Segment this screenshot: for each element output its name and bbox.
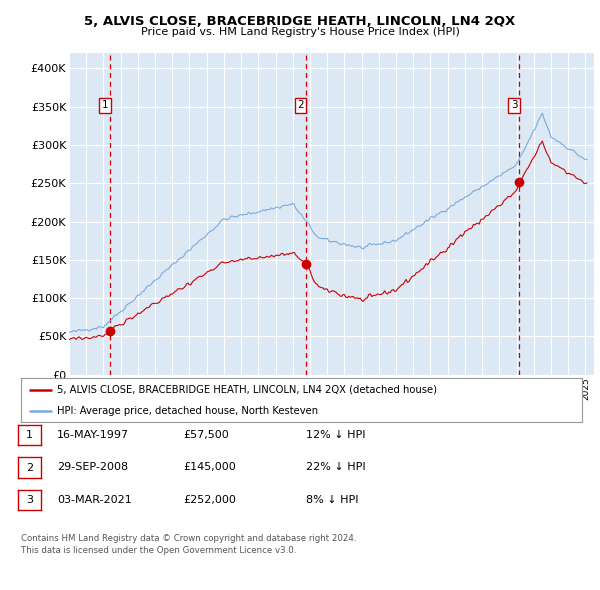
Text: 5, ALVIS CLOSE, BRACEBRIDGE HEATH, LINCOLN, LN4 2QX (detached house): 5, ALVIS CLOSE, BRACEBRIDGE HEATH, LINCO… <box>58 385 437 395</box>
Text: 2: 2 <box>26 463 33 473</box>
Text: £57,500: £57,500 <box>183 430 229 440</box>
Text: 03-MAR-2021: 03-MAR-2021 <box>57 495 132 504</box>
Text: 3: 3 <box>26 495 33 505</box>
Text: 22% ↓ HPI: 22% ↓ HPI <box>306 463 365 472</box>
Text: 1: 1 <box>26 430 33 440</box>
Text: This data is licensed under the Open Government Licence v3.0.: This data is licensed under the Open Gov… <box>21 546 296 555</box>
Text: 1: 1 <box>101 100 108 110</box>
Text: 3: 3 <box>511 100 518 110</box>
Text: HPI: Average price, detached house, North Kesteven: HPI: Average price, detached house, Nort… <box>58 406 319 416</box>
Text: 16-MAY-1997: 16-MAY-1997 <box>57 430 129 440</box>
Text: 8% ↓ HPI: 8% ↓ HPI <box>306 495 359 504</box>
Text: Contains HM Land Registry data © Crown copyright and database right 2024.: Contains HM Land Registry data © Crown c… <box>21 534 356 543</box>
Text: Price paid vs. HM Land Registry's House Price Index (HPI): Price paid vs. HM Land Registry's House … <box>140 27 460 37</box>
Text: 12% ↓ HPI: 12% ↓ HPI <box>306 430 365 440</box>
Text: 2: 2 <box>297 100 304 110</box>
Text: £145,000: £145,000 <box>183 463 236 472</box>
Text: £252,000: £252,000 <box>183 495 236 504</box>
Text: 29-SEP-2008: 29-SEP-2008 <box>57 463 128 472</box>
Text: 5, ALVIS CLOSE, BRACEBRIDGE HEATH, LINCOLN, LN4 2QX: 5, ALVIS CLOSE, BRACEBRIDGE HEATH, LINCO… <box>85 15 515 28</box>
